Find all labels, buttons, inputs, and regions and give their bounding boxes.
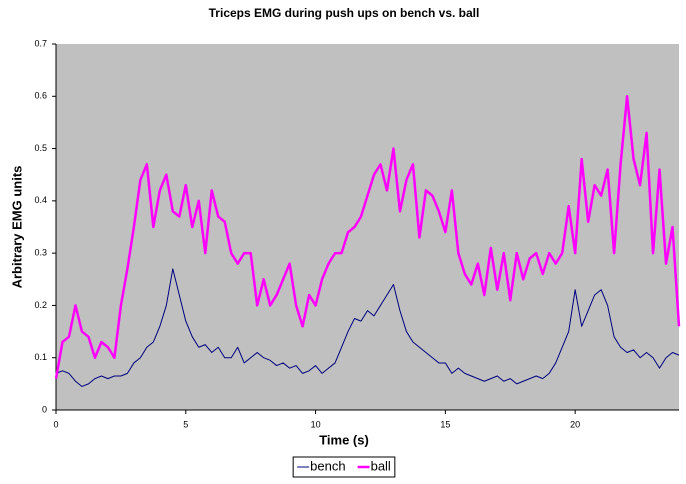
x-tick-label: 20 xyxy=(570,419,580,429)
x-tick-label: 0 xyxy=(53,419,58,429)
x-tick-label: 5 xyxy=(183,419,188,429)
legend-label: ball xyxy=(371,458,391,473)
y-tick-label: 0.4 xyxy=(34,195,47,205)
y-tick-label: 0.6 xyxy=(34,91,47,101)
y-tick-label: 0.7 xyxy=(34,38,47,48)
y-tick-label: 0.1 xyxy=(34,352,47,362)
x-tick-label: 15 xyxy=(440,419,450,429)
plot-area xyxy=(56,44,679,410)
y-axis-title: Arbitrary EMG units xyxy=(9,166,24,289)
y-tick-label: 0 xyxy=(42,404,47,414)
y-tick-label: 0.3 xyxy=(34,248,47,258)
legend-box xyxy=(292,456,396,478)
y-tick-label: 0.5 xyxy=(34,143,47,153)
series-line xyxy=(54,95,681,379)
y-tick-label: 0.2 xyxy=(34,300,47,310)
series-line xyxy=(55,268,680,387)
x-axis-title: Time (s) xyxy=(319,432,369,447)
x-tick-label: 10 xyxy=(311,419,321,429)
chart-title: Triceps EMG during push ups on bench vs.… xyxy=(209,6,480,20)
legend-label: bench xyxy=(310,458,345,473)
